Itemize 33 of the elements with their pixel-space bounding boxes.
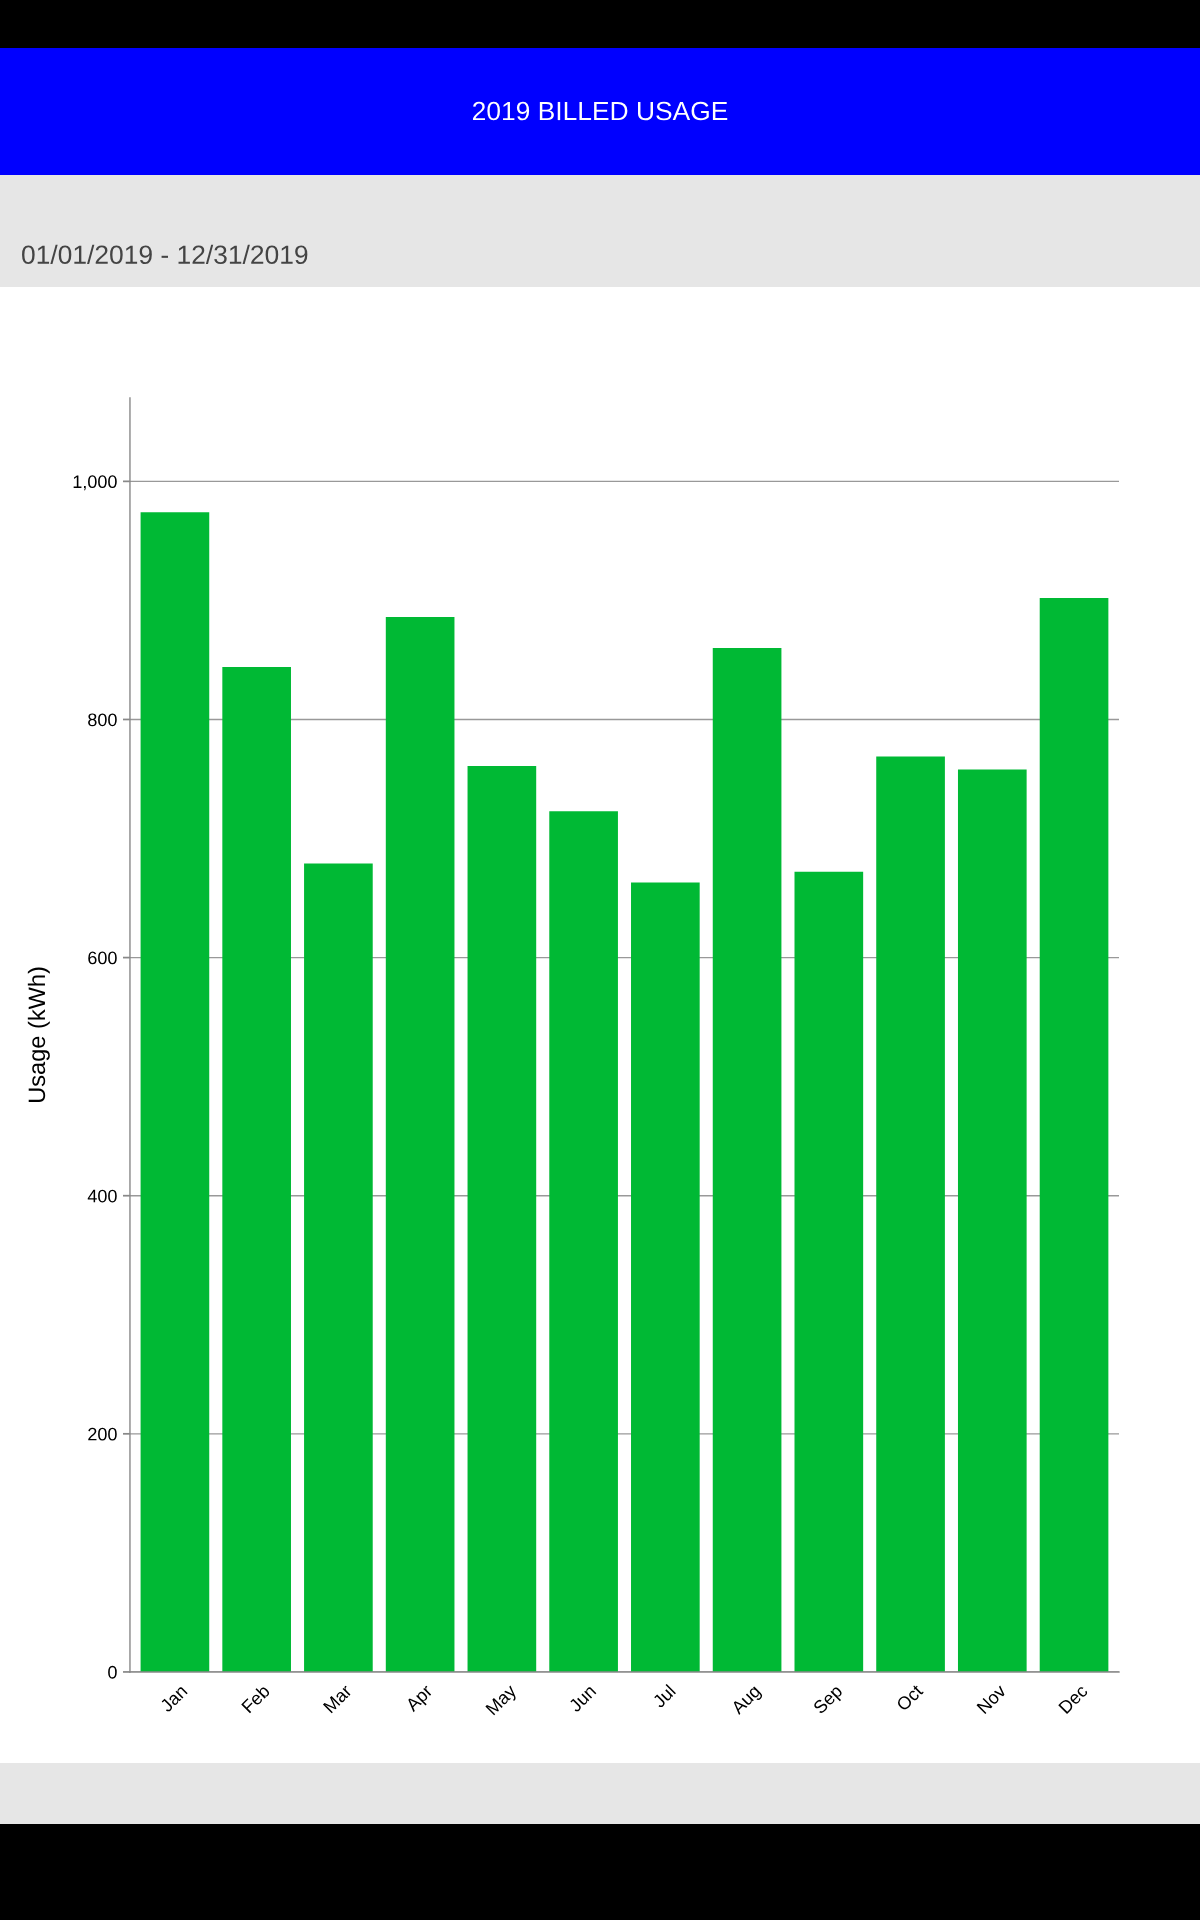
y-axis-title: Usage (kWh) (27, 967, 50, 1103)
y-tick-label: 1,000 (73, 475, 117, 491)
x-tick-label: Nov (976, 1683, 1008, 1715)
x-tick-label: Sep (812, 1683, 846, 1718)
x-tick-label: Aug (730, 1684, 764, 1718)
y-tick-label: 600 (88, 951, 117, 965)
bar (304, 863, 373, 1672)
bar (712, 648, 782, 1672)
chart-title: 2019 BILLED USAGE (472, 101, 728, 121)
x-tick-label: Jan (159, 1684, 188, 1713)
bar (876, 756, 945, 1672)
x-tick-label: May (485, 1683, 520, 1719)
bar (549, 811, 618, 1672)
y-tick-label: 800 (88, 713, 117, 727)
x-tick-label: Dec (1058, 1683, 1089, 1715)
bar (140, 512, 210, 1672)
chart-subtitle: 01/01/2019 - 12/31/2019 (22, 244, 308, 265)
x-tick-label: Mar (322, 1683, 353, 1714)
bar (1039, 598, 1109, 1672)
x-tick-label: Jun (568, 1684, 597, 1713)
x-tick-label: Oct (895, 1683, 924, 1712)
y-tick-label: 0 (108, 1665, 117, 1679)
bar (631, 882, 700, 1672)
x-tick-label: Jul (651, 1683, 677, 1709)
bar (385, 617, 455, 1672)
x-tick-label: Apr (404, 1683, 436, 1715)
bar (222, 667, 291, 1672)
bar (794, 871, 864, 1672)
x-tick-label: Feb (240, 1683, 271, 1714)
y-tick-label: 400 (87, 1189, 117, 1203)
bar (957, 769, 1027, 1672)
y-tick-label: 200 (88, 1427, 117, 1441)
bar (467, 765, 537, 1672)
